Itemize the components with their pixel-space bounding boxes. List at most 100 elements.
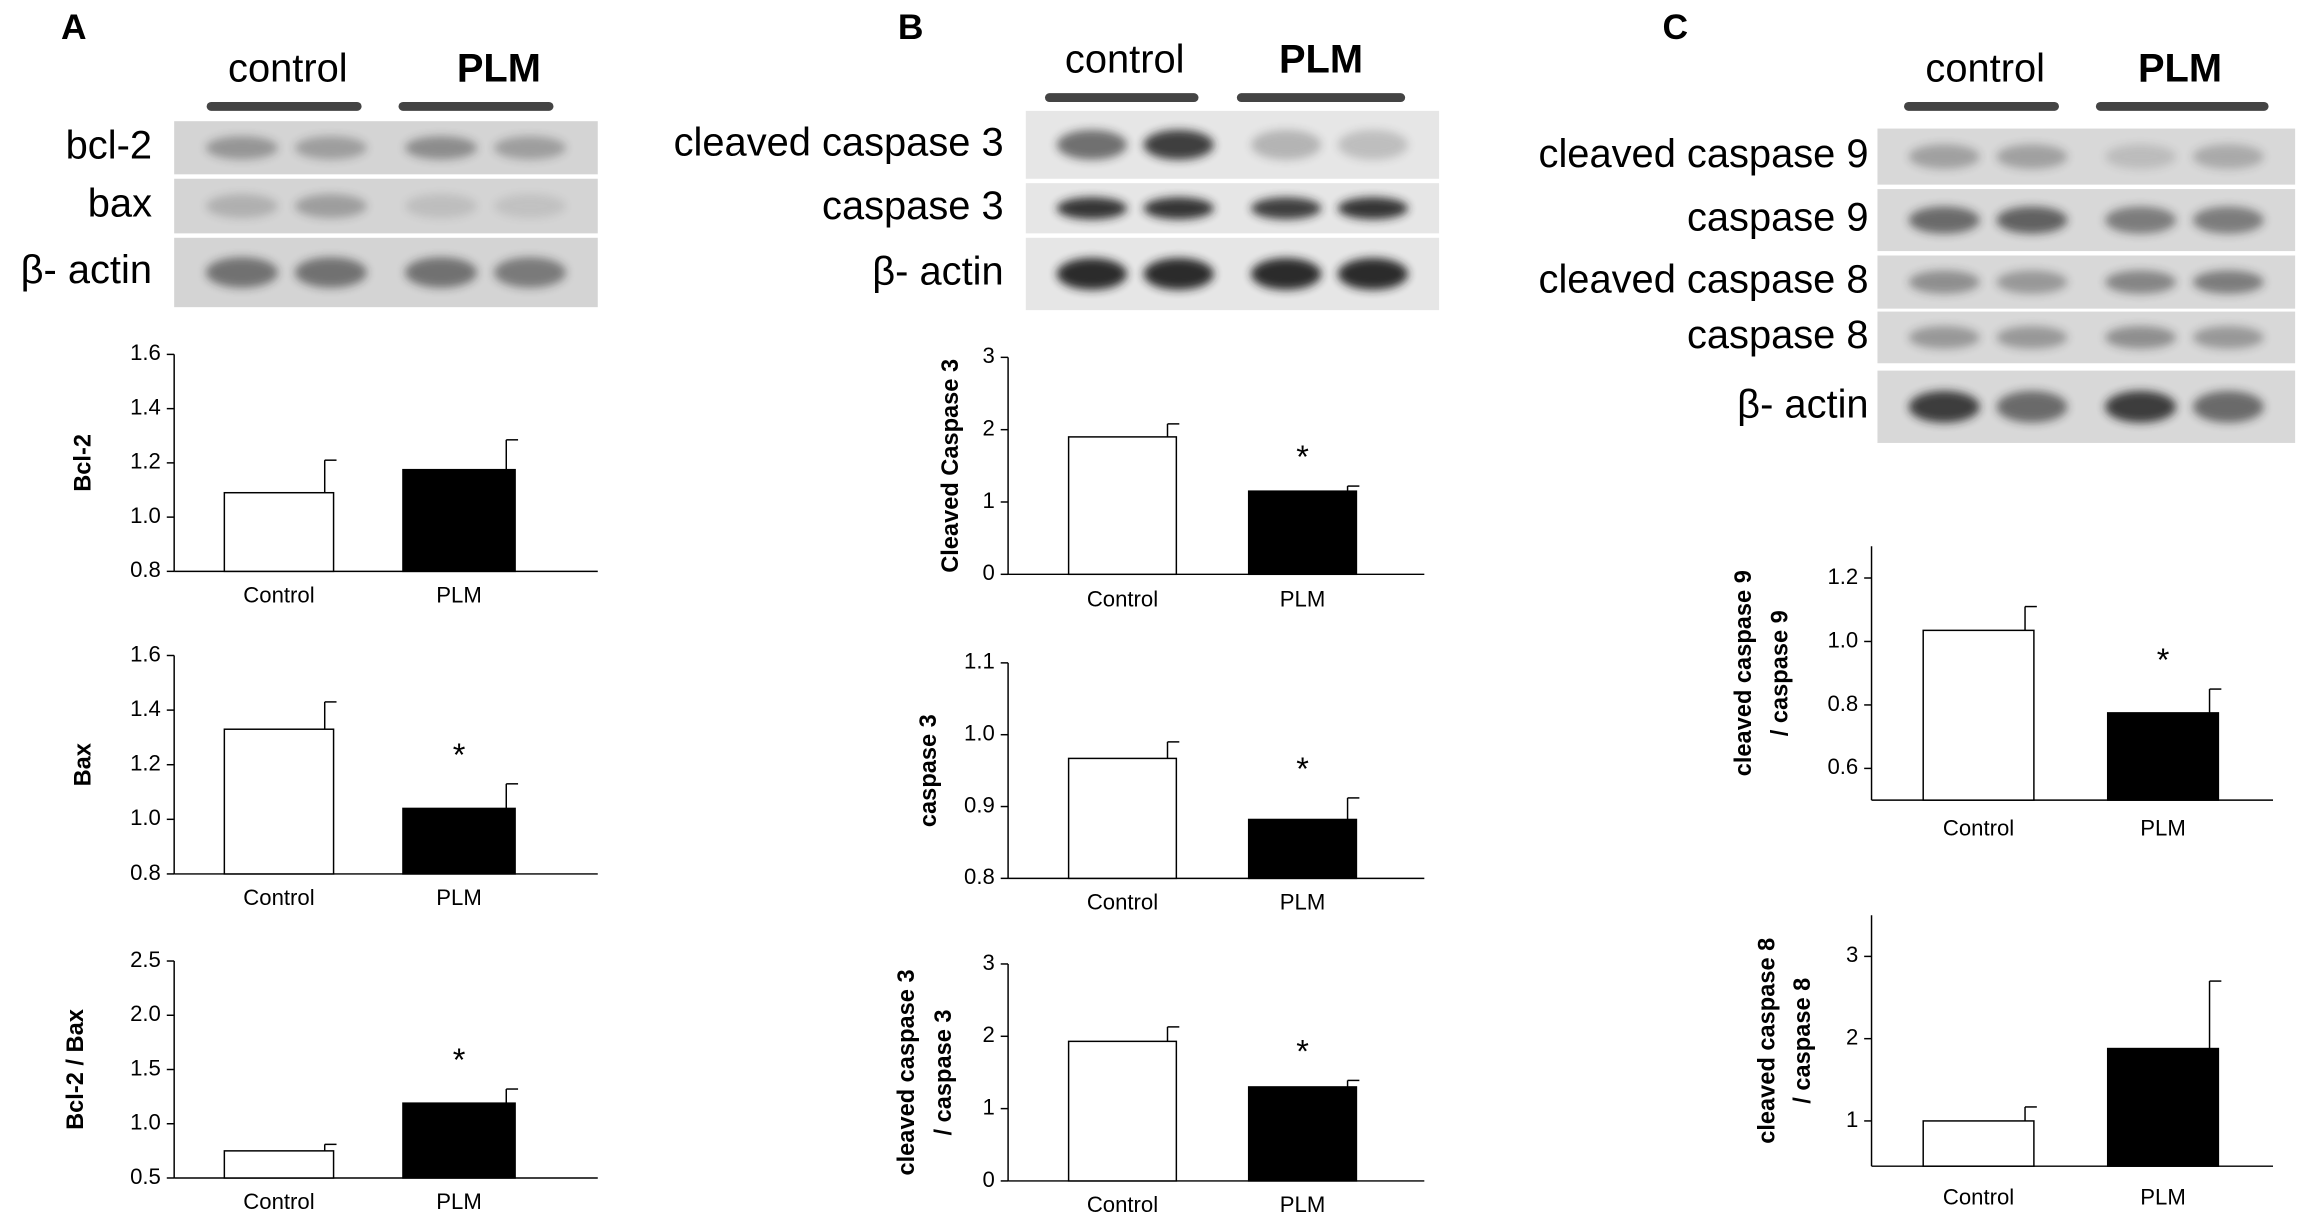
- x-tick-label: PLM: [1280, 1192, 1326, 1217]
- panel-label: B: [898, 7, 924, 47]
- blot-band: [1143, 129, 1214, 160]
- blot-band: [205, 257, 278, 288]
- blot-band: [1143, 258, 1214, 290]
- blot-band: [2192, 206, 2264, 234]
- blot-band: [294, 194, 367, 219]
- x-tick-label: Control: [243, 885, 314, 910]
- y-tick-label: 1: [982, 1094, 994, 1119]
- y-tick-label: 3: [982, 950, 994, 975]
- blot-band: [2192, 390, 2264, 423]
- blot-band: [1056, 129, 1128, 160]
- blot-band: [1908, 144, 1980, 169]
- y-axis-label: caspase 3: [916, 714, 942, 827]
- y-tick-label: 1.1: [964, 649, 995, 674]
- y-tick-label: 0.9: [964, 792, 995, 817]
- y-axis-label: / caspase 8: [1790, 978, 1816, 1104]
- blot-band: [493, 194, 567, 219]
- blot-band: [205, 194, 278, 219]
- blot-band: [405, 257, 478, 288]
- bar: [223, 1150, 335, 1179]
- blot-band: [294, 136, 367, 160]
- y-tick-label: 1.2: [130, 449, 161, 474]
- group-label: control: [1065, 38, 1185, 82]
- y-tick-label: 1.0: [130, 503, 161, 528]
- blot-band: [1056, 258, 1128, 290]
- blot-band: [1908, 270, 1980, 294]
- y-tick-label: 0.8: [1827, 691, 1858, 716]
- x-tick-label: Control: [1943, 816, 2014, 841]
- group-label: control: [1925, 47, 2045, 91]
- blot-band: [2105, 270, 2177, 294]
- x-tick-label: Control: [1943, 1184, 2014, 1209]
- y-tick-label: 0: [982, 1167, 994, 1192]
- blot-label: cleaved caspase 9: [1539, 132, 1869, 176]
- group-label: control: [228, 47, 348, 91]
- blot-band: [1337, 197, 1409, 220]
- blot-band: [405, 136, 478, 160]
- y-tick-label: 1.0: [130, 1110, 161, 1135]
- y-axis-label: cleaved caspase 9: [1731, 570, 1757, 776]
- group-bar: [206, 102, 362, 111]
- y-axis-label: / caspase 9: [1768, 610, 1794, 736]
- blot-band: [405, 194, 478, 219]
- blot-label: caspase 9: [1687, 196, 1869, 240]
- bar: [402, 1102, 516, 1179]
- blot-band: [1056, 197, 1128, 220]
- y-axis-label: cleaved caspase 3: [894, 969, 920, 1175]
- x-tick-label: PLM: [2140, 1184, 2186, 1209]
- blot-band: [2192, 326, 2264, 349]
- blot-band: [2192, 270, 2264, 294]
- y-tick-label: 0.8: [130, 557, 161, 582]
- group-bar: [1044, 93, 1199, 103]
- blot-band: [2105, 390, 2177, 423]
- x-tick-label: Control: [1087, 889, 1158, 914]
- y-tick-label: 1.4: [130, 394, 161, 419]
- blot-band: [1908, 326, 1980, 349]
- blot-band: [1996, 326, 2068, 349]
- y-tick-label: 1.0: [964, 721, 995, 746]
- y-tick-label: 0.6: [1827, 754, 1858, 779]
- blot-band: [2105, 206, 2177, 234]
- panel-label: A: [61, 7, 87, 47]
- panel-label: C: [1662, 7, 1688, 47]
- blot-label: cleaved caspase 3: [674, 120, 1004, 164]
- x-tick-label: PLM: [1280, 889, 1326, 914]
- blot-band: [1143, 197, 1214, 220]
- bar: [1922, 1120, 2035, 1167]
- y-tick-label: 1.4: [130, 696, 161, 721]
- y-tick-label: 1: [982, 488, 994, 513]
- y-tick-label: 2.0: [130, 1001, 161, 1026]
- blot-band: [2105, 144, 2177, 169]
- y-tick-label: 0.5: [130, 1164, 161, 1189]
- bar: [1247, 1086, 1358, 1182]
- blot-band: [1337, 129, 1409, 160]
- x-tick-label: PLM: [436, 1189, 481, 1214]
- bar: [223, 728, 335, 875]
- group-label: PLM: [2138, 47, 2222, 91]
- y-tick-label: 2: [1846, 1025, 1858, 1050]
- blot-band: [1908, 206, 1980, 234]
- blot-band: [2192, 144, 2264, 169]
- significance-mark: *: [2157, 642, 2170, 678]
- x-tick-label: Control: [243, 1189, 314, 1214]
- significance-mark: *: [1296, 1033, 1309, 1069]
- blot-label: cleaved caspase 8: [1539, 258, 1869, 302]
- y-axis-label: / caspase 3: [931, 1009, 957, 1135]
- y-tick-label: 1.6: [130, 340, 161, 365]
- blot-band: [1337, 258, 1409, 290]
- bar: [2106, 712, 2220, 801]
- y-tick-label: 2: [982, 416, 994, 441]
- significance-mark: *: [453, 1042, 466, 1078]
- y-tick-label: 1.6: [130, 641, 161, 666]
- y-axis-label: Bcl-2 / Bax: [63, 1009, 89, 1130]
- blot-label: β- actin: [21, 248, 152, 292]
- blot-band: [1908, 390, 1980, 423]
- bar: [2106, 1047, 2220, 1167]
- significance-mark: *: [453, 737, 466, 773]
- blot-label: bcl-2: [66, 123, 152, 167]
- y-tick-label: 1: [1846, 1107, 1858, 1132]
- x-tick-label: PLM: [436, 885, 481, 910]
- blot-label: β- actin: [872, 249, 1003, 293]
